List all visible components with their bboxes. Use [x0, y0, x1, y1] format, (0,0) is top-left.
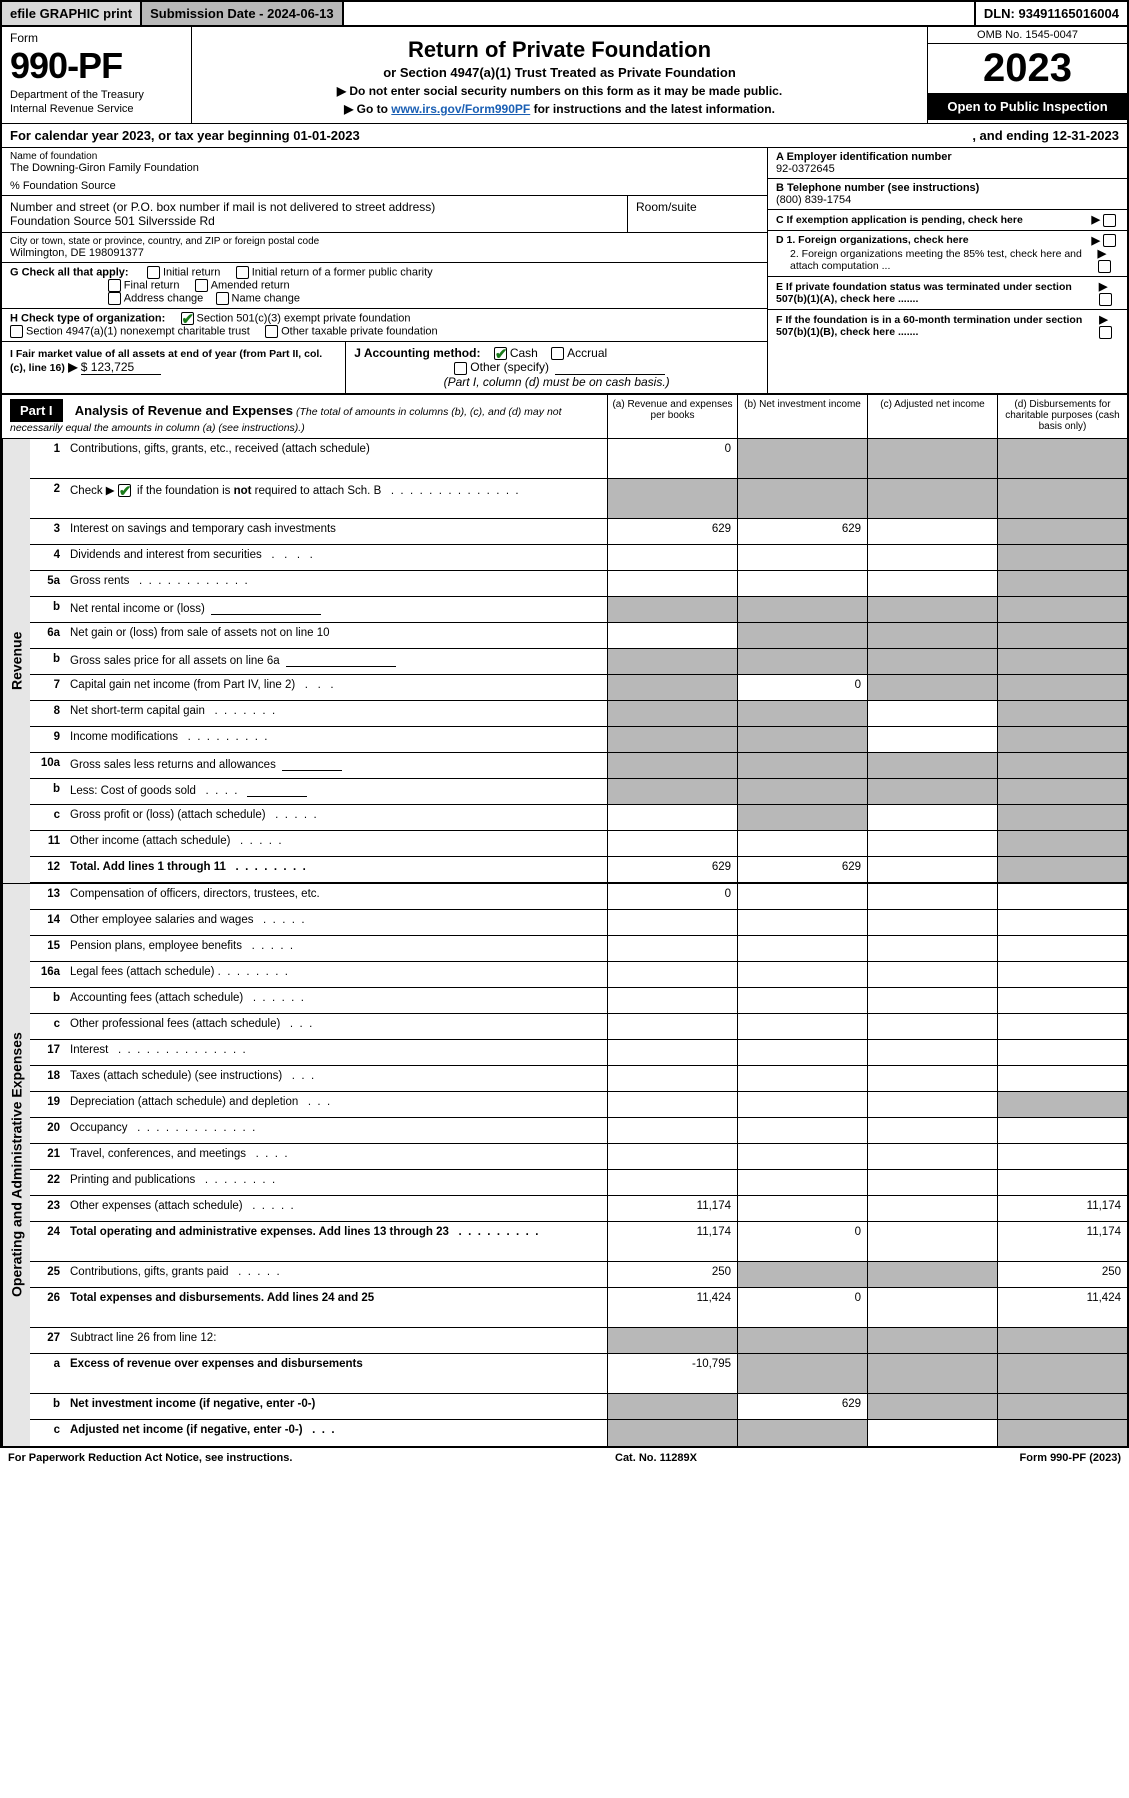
footer-mid: Cat. No. 11289X — [615, 1452, 697, 1464]
form-word: Form — [10, 31, 183, 45]
form-number: 990-PF — [10, 45, 183, 87]
j-cell: J Accounting method: Cash Accrual Other … — [346, 342, 767, 393]
checkbox-name-change[interactable] — [216, 292, 229, 305]
checkbox-f[interactable] — [1099, 326, 1112, 339]
city-cell: City or town, state or province, country… — [2, 233, 767, 263]
revenue-side-label: Revenue — [2, 439, 30, 883]
col-d-header: (d) Disbursements for charitable purpose… — [997, 395, 1127, 438]
part1-badge: Part I — [10, 399, 63, 422]
ein-value: 92-0372645 — [776, 163, 1119, 175]
expenses-side-label: Operating and Administrative Expenses — [2, 884, 30, 1446]
form-header: Form 990-PF Department of the Treasury I… — [2, 25, 1127, 123]
a-cell: A Employer identification number 92-0372… — [768, 148, 1127, 179]
col-c-header: (c) Adjusted net income — [867, 395, 997, 438]
part1-desc-cell: Part I Analysis of Revenue and Expenses … — [2, 395, 607, 438]
info-grid: Name of foundation The Downing-Giron Fam… — [2, 147, 1127, 393]
name-cell: Name of foundation The Downing-Giron Fam… — [2, 148, 767, 196]
open-public-badge: Open to Public Inspection — [928, 93, 1127, 120]
checkbox-e[interactable] — [1099, 293, 1112, 306]
ij-row: I Fair market value of all assets at end… — [2, 342, 767, 393]
checkbox-sch-b[interactable] — [118, 484, 131, 497]
expenses-rows: 13Compensation of officers, directors, t… — [30, 884, 1127, 1446]
checkbox-501c3[interactable] — [181, 312, 194, 325]
street-address: Foundation Source 501 Silversside Rd — [10, 214, 619, 228]
f-cell: F If the foundation is in a 60-month ter… — [768, 310, 1127, 342]
cal-year-end: , and ending 12-31-2023 — [972, 128, 1119, 143]
checkbox-accrual[interactable] — [551, 347, 564, 360]
b-cell: B Telephone number (see instructions) (8… — [768, 179, 1127, 210]
g-check-row: G Check all that apply: Initial return I… — [2, 263, 767, 309]
foundation-name: The Downing-Giron Family Foundation — [10, 162, 759, 174]
dept-irs: Internal Revenue Service — [10, 103, 183, 115]
submission-date: Submission Date - 2024-06-13 — [142, 2, 344, 25]
checkbox-address-change[interactable] — [108, 292, 121, 305]
address-row: Number and street (or P.O. box number if… — [2, 196, 767, 233]
form-subtitle: or Section 4947(a)(1) Trust Treated as P… — [202, 65, 917, 80]
footer: For Paperwork Reduction Act Notice, see … — [0, 1448, 1129, 1468]
top-bar: efile GRAPHIC print Submission Date - 20… — [2, 2, 1127, 25]
dept-treasury: Department of the Treasury — [10, 89, 183, 101]
revenue-section: Revenue 1Contributions, gifts, grants, e… — [2, 438, 1127, 883]
header-middle: Return of Private Foundation or Section … — [192, 27, 927, 123]
tax-year: 2023 — [928, 44, 1127, 93]
checkbox-amended-return[interactable] — [195, 279, 208, 292]
phone-value: (800) 839-1754 — [776, 194, 1119, 206]
info-left: Name of foundation The Downing-Giron Fam… — [2, 148, 767, 393]
city-state-zip: Wilmington, DE 198091377 — [10, 247, 759, 259]
form-link[interactable]: www.irs.gov/Form990PF — [391, 102, 530, 116]
e-cell: E If private foundation status was termi… — [768, 277, 1127, 310]
col-b-header: (b) Net investment income — [737, 395, 867, 438]
cal-year-begin: For calendar year 2023, or tax year begi… — [10, 128, 360, 143]
revenue-rows: 1Contributions, gifts, grants, etc., rec… — [30, 439, 1127, 883]
checkbox-initial-former[interactable] — [236, 266, 249, 279]
checkbox-c[interactable] — [1103, 214, 1116, 227]
fmv-value: $ 123,725 — [81, 360, 161, 375]
c-cell: C If exemption application is pending, c… — [768, 210, 1127, 231]
calendar-year-row: For calendar year 2023, or tax year begi… — [2, 123, 1127, 147]
part1-title: Analysis of Revenue and Expenses — [75, 403, 293, 418]
form-title: Return of Private Foundation — [202, 37, 917, 63]
h-check-row: H Check type of organization: Section 50… — [2, 309, 767, 342]
header-left: Form 990-PF Department of the Treasury I… — [2, 27, 192, 123]
info-right: A Employer identification number 92-0372… — [767, 148, 1127, 393]
instr-1: ▶ Do not enter social security numbers o… — [202, 84, 917, 98]
expenses-section: Operating and Administrative Expenses 13… — [2, 883, 1127, 1446]
checkbox-other-taxable[interactable] — [265, 325, 278, 338]
form-page: efile GRAPHIC print Submission Date - 20… — [0, 0, 1129, 1448]
dln-label: DLN: 93491165016004 — [974, 2, 1127, 25]
footer-left: For Paperwork Reduction Act Notice, see … — [8, 1452, 292, 1464]
checkbox-d2[interactable] — [1098, 260, 1111, 273]
efile-label: efile GRAPHIC print — [2, 2, 142, 25]
d-cell: D 1. Foreign organizations, check here▶ … — [768, 231, 1127, 278]
checkbox-d1[interactable] — [1103, 234, 1116, 247]
header-right: OMB No. 1545-0047 2023 Open to Public In… — [927, 27, 1127, 123]
care-of: % Foundation Source — [10, 180, 759, 192]
part1-header-row: Part I Analysis of Revenue and Expenses … — [2, 393, 1127, 438]
checkbox-final-return[interactable] — [108, 279, 121, 292]
instr-2: ▶ Go to www.irs.gov/Form990PF for instru… — [202, 102, 917, 116]
i-cell: I Fair market value of all assets at end… — [2, 342, 346, 393]
footer-right: Form 990-PF (2023) — [1020, 1452, 1122, 1464]
j-note: (Part I, column (d) must be on cash basi… — [354, 375, 759, 389]
col-a-header: (a) Revenue and expenses per books — [607, 395, 737, 438]
checkbox-other-acct[interactable] — [454, 362, 467, 375]
checkbox-4947a1[interactable] — [10, 325, 23, 338]
room-suite-cell: Room/suite — [627, 196, 767, 232]
omb-number: OMB No. 1545-0047 — [928, 27, 1127, 44]
checkbox-initial-return[interactable] — [147, 266, 160, 279]
checkbox-cash[interactable] — [494, 347, 507, 360]
